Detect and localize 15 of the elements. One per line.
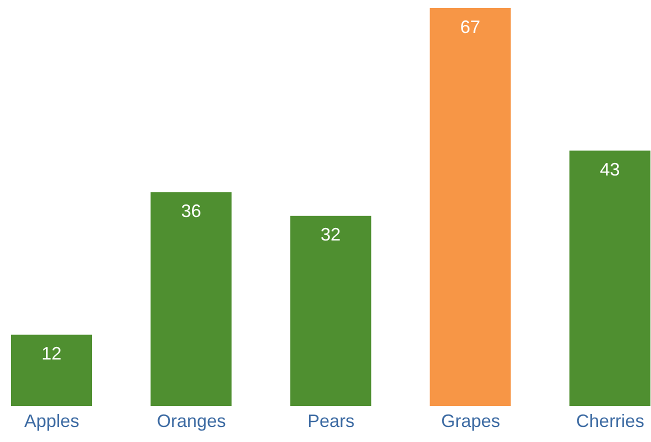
bar <box>11 334 92 406</box>
data-label: 32 <box>320 224 341 245</box>
bar <box>569 150 650 406</box>
bar <box>430 8 511 406</box>
x-tick-label: Cherries <box>576 410 644 431</box>
x-tick-label: Pears <box>307 410 355 431</box>
data-label: 43 <box>600 159 620 180</box>
x-tick-label: Apples <box>24 410 80 431</box>
bar <box>290 216 372 406</box>
x-tick-label: Grapes <box>441 410 500 431</box>
data-label: 12 <box>41 343 62 364</box>
bar <box>150 192 232 406</box>
data-label: 67 <box>460 16 480 37</box>
x-tick-label: Oranges <box>156 410 226 431</box>
data-label: 36 <box>181 200 202 221</box>
